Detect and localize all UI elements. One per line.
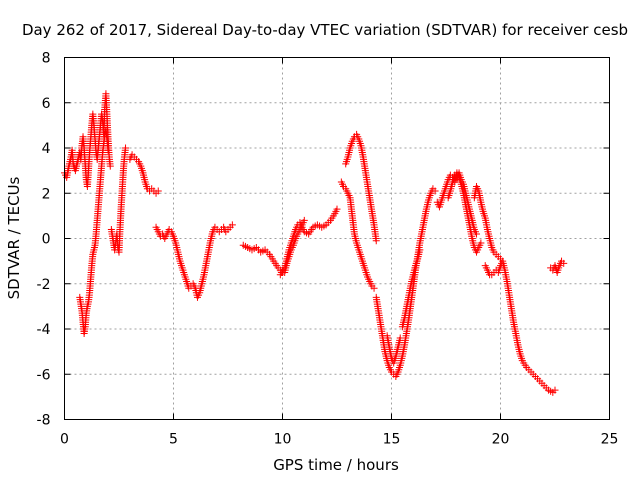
- x-tick-label: 10: [274, 432, 292, 448]
- data-markers: [61, 90, 568, 396]
- chart-title: Day 262 of 2017, Sidereal Day-to-day VTE…: [22, 21, 628, 39]
- x-axis-label: GPS time / hours: [273, 456, 399, 474]
- data-point-marker: [333, 205, 341, 213]
- y-tick-label: -4: [37, 322, 51, 338]
- tick-labels: 0 5 10 15 20 25 -8 -6 -4 -2 0 2 4 6 8: [37, 51, 619, 448]
- data-point-marker: [106, 162, 114, 170]
- data-point-marker: [477, 239, 485, 247]
- data-point-marker: [370, 284, 378, 292]
- x-tick-label: 25: [601, 432, 619, 448]
- data-point-marker: [551, 386, 559, 394]
- y-tick-label: -6: [37, 367, 51, 383]
- y-tick-label: 2: [42, 186, 51, 202]
- data-point-marker: [416, 246, 424, 254]
- y-tick-label: -2: [37, 277, 51, 293]
- y-tick-label: 8: [42, 51, 51, 67]
- data-point-marker: [122, 144, 130, 152]
- y-tick-label: 6: [42, 96, 51, 112]
- data-point-marker: [228, 221, 236, 229]
- y-tick-label: 0: [42, 232, 51, 248]
- x-tick-label: 15: [383, 432, 401, 448]
- y-tick-label: -8: [37, 413, 51, 429]
- data-point-marker: [396, 334, 404, 342]
- y-axis-label: SDTVAR / TECUs: [5, 176, 23, 299]
- x-tick-label: 20: [492, 432, 510, 448]
- data-point-marker: [154, 187, 162, 195]
- axis-ticks: [64, 57, 610, 420]
- data-point-marker: [372, 237, 380, 245]
- data-point-marker: [431, 187, 439, 195]
- data-point-marker: [104, 146, 112, 154]
- x-tick-label: 5: [169, 432, 178, 448]
- y-tick-label: 4: [42, 141, 51, 157]
- data-point-marker: [560, 259, 568, 267]
- x-tick-label: 0: [60, 432, 69, 448]
- data-point-marker: [300, 216, 308, 224]
- data-point-marker: [473, 230, 481, 238]
